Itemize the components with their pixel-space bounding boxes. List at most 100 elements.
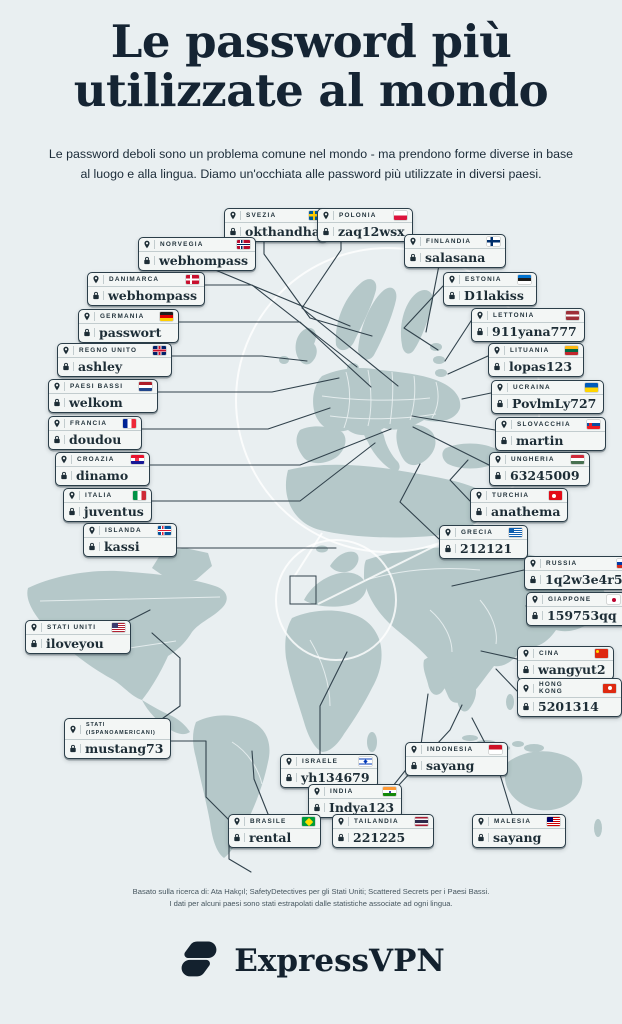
th-flag-icon bbox=[414, 817, 428, 826]
location-pin-icon bbox=[448, 275, 460, 284]
no-flag-icon bbox=[237, 240, 251, 249]
country-name: GRECIA bbox=[461, 529, 494, 536]
lock-icon bbox=[475, 507, 487, 516]
country-card-slovacchia: SLOVACCHIA martin bbox=[495, 417, 606, 451]
country-name: LITUANIA bbox=[510, 347, 550, 354]
location-pin-icon bbox=[60, 455, 72, 464]
country-card-finlandia: FINLANDIA salasana bbox=[404, 234, 507, 268]
country-name: INDIA bbox=[330, 788, 354, 795]
country-card-stati-uniti: STATI UNITI iloveyou bbox=[25, 620, 132, 654]
location-pin-icon bbox=[522, 683, 534, 693]
password-value: iloveyou bbox=[46, 636, 104, 651]
hr-flag-icon bbox=[130, 455, 144, 464]
country-card-lituania: LITUANIA lopas123 bbox=[488, 343, 585, 377]
source-line2: I dati per alcuni paesi sono stati estra… bbox=[169, 898, 453, 908]
lock-icon bbox=[92, 291, 104, 300]
password-value: 1q2w3e4r5t bbox=[545, 572, 622, 587]
country-card-turchia: TURCHIA anathema bbox=[470, 488, 569, 522]
source-note: Basato sulla ricerca di: Ata Hakçıl; Saf… bbox=[60, 886, 562, 910]
lock-icon bbox=[53, 435, 65, 444]
hk-flag-icon bbox=[603, 683, 616, 693]
location-pin-icon bbox=[53, 419, 65, 428]
lock-icon bbox=[30, 639, 42, 648]
country-name: ISLANDA bbox=[105, 527, 142, 534]
location-pin-icon bbox=[285, 757, 297, 766]
password-value: passwort bbox=[99, 325, 162, 340]
connector-lines bbox=[104, 233, 561, 873]
lock-icon bbox=[522, 702, 534, 711]
country-name: ISRAELE bbox=[302, 758, 339, 765]
password-value: 212121 bbox=[460, 541, 513, 556]
de-flag-icon bbox=[160, 312, 174, 321]
is-flag-icon bbox=[157, 526, 171, 535]
lock-icon bbox=[529, 575, 541, 584]
europe-magnified-land bbox=[279, 279, 500, 538]
country-card-lettonia: LETTONIA 911yana777 bbox=[471, 308, 585, 342]
lock-icon bbox=[522, 665, 534, 674]
ru-flag-icon bbox=[617, 559, 622, 568]
location-pin-icon bbox=[444, 528, 456, 537]
country-name: SLOVACCHIA bbox=[517, 421, 571, 428]
country-card-croazia: CROAZIA dinamo bbox=[55, 452, 150, 486]
location-pin-icon bbox=[529, 559, 541, 568]
country-card-grecia: GRECIA 212121 bbox=[439, 525, 529, 559]
password-value: PovlmLy727 bbox=[512, 396, 597, 411]
gb-flag-icon bbox=[153, 346, 167, 355]
country-name: ESTONIA bbox=[465, 276, 502, 283]
country-name: FRANCIA bbox=[70, 420, 108, 427]
country-card-russia: RUSSIA 1q2w3e4r5t bbox=[524, 556, 622, 590]
password-value: 159753qq bbox=[547, 608, 617, 623]
country-name: SVEZIA bbox=[246, 212, 277, 219]
lock-icon bbox=[69, 744, 81, 754]
country-card-germania: GERMANIA passwort bbox=[78, 309, 180, 343]
lock-icon bbox=[60, 471, 72, 480]
password-value: 63245009 bbox=[510, 468, 580, 483]
lock-icon bbox=[229, 227, 241, 236]
password-value: sayang bbox=[426, 758, 475, 773]
country-card-tailandia: TAILANDIA 221225 bbox=[332, 814, 434, 848]
lock-icon bbox=[233, 833, 245, 842]
country-card-giappone: GIAPPONE 159753qq bbox=[526, 592, 622, 626]
my-flag-icon bbox=[547, 817, 561, 826]
location-pin-icon bbox=[494, 455, 506, 464]
lock-icon bbox=[493, 362, 505, 371]
ua-flag-icon bbox=[585, 383, 599, 392]
country-card-ucraina: UCRAINA PovlmLy727 bbox=[491, 380, 605, 414]
country-name: BRASILE bbox=[250, 818, 287, 825]
password-value: sayang bbox=[493, 830, 542, 845]
password-value: salasana bbox=[425, 250, 486, 265]
page-subtitle: Le password deboli sono un problema comu… bbox=[36, 144, 586, 184]
lock-icon bbox=[496, 399, 508, 408]
lock-icon bbox=[313, 803, 325, 812]
source-line1: Basato sulla ricerca di: Ata Hakçıl; Saf… bbox=[132, 887, 490, 896]
country-card-malesia: MALESIA sayang bbox=[472, 814, 567, 848]
location-pin-icon bbox=[475, 491, 487, 500]
country-name: INDONESIA bbox=[427, 746, 474, 753]
country-card-francia: FRANCIA doudou bbox=[48, 416, 143, 450]
br-flag-icon bbox=[302, 817, 316, 826]
country-name: ITALIA bbox=[85, 492, 113, 499]
country-name: RUSSIA bbox=[546, 560, 578, 567]
password-value: kassi bbox=[104, 539, 140, 554]
location-pin-icon bbox=[322, 211, 334, 220]
country-name: STATI (ISPANOAMERICANI) bbox=[86, 722, 156, 737]
country-card-islanda: ISLANDA kassi bbox=[83, 523, 177, 557]
country-card-india: INDIA Indya123 bbox=[308, 784, 403, 818]
location-pin-icon bbox=[531, 595, 543, 604]
country-name: PAESI BASSI bbox=[70, 383, 124, 390]
lock-icon bbox=[444, 544, 456, 553]
lock-icon bbox=[448, 291, 460, 300]
id-flag-icon bbox=[489, 745, 503, 754]
password-value: yh134679 bbox=[301, 770, 370, 785]
location-pin-icon bbox=[30, 623, 42, 632]
location-pin-icon bbox=[313, 787, 325, 796]
password-value: welkom bbox=[69, 395, 123, 410]
country-card-svezia: SVEZIA okthandha bbox=[224, 208, 328, 242]
lock-icon bbox=[531, 611, 543, 620]
location-pin-icon bbox=[409, 237, 421, 246]
location-pin-icon bbox=[476, 311, 488, 320]
password-value: juventus bbox=[84, 504, 144, 519]
country-card-stati-ispanoamericani: STATI (ISPANOAMERICANI) mustang73 bbox=[64, 718, 172, 760]
nl-flag-icon bbox=[139, 382, 153, 391]
